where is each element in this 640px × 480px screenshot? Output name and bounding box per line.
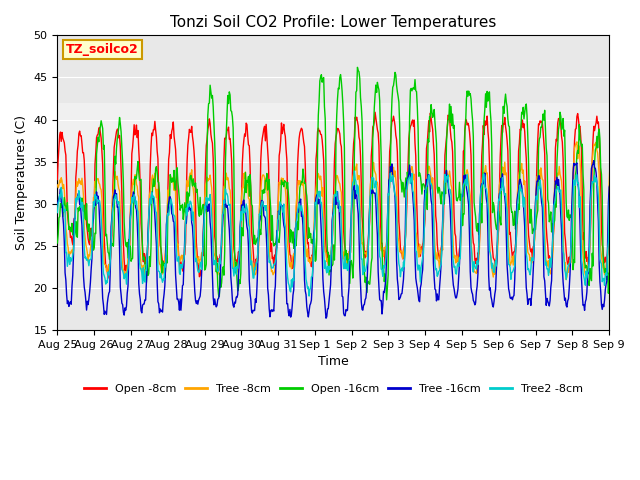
X-axis label: Time: Time [318,355,349,369]
Legend: Open -8cm, Tree -8cm, Open -16cm, Tree -16cm, Tree2 -8cm: Open -8cm, Tree -8cm, Open -16cm, Tree -… [79,379,588,398]
Y-axis label: Soil Temperatures (C): Soil Temperatures (C) [15,115,28,250]
Text: TZ_soilco2: TZ_soilco2 [66,43,138,56]
Title: Tonzi Soil CO2 Profile: Lower Temperatures: Tonzi Soil CO2 Profile: Lower Temperatur… [170,15,497,30]
Bar [58,103,609,162]
